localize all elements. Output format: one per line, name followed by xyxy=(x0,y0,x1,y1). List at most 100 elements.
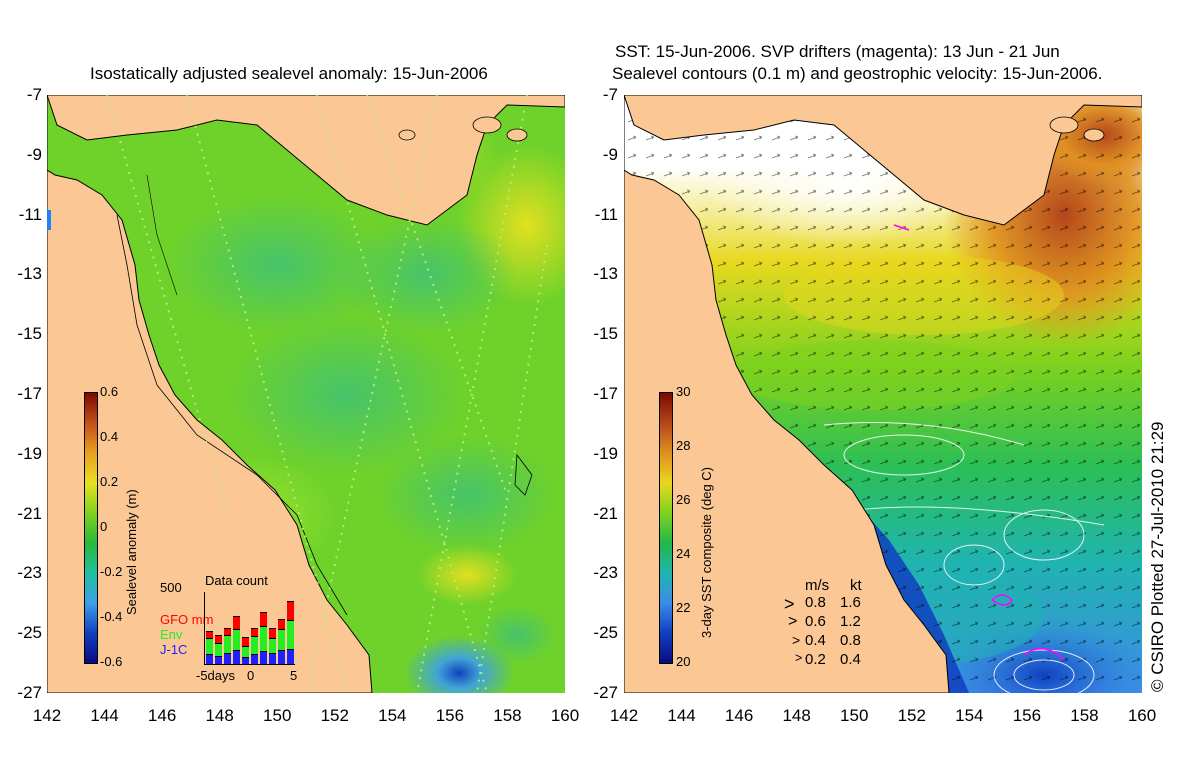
data-count-bar-segment-gfo xyxy=(269,627,276,638)
velocity-legend-arrow: > xyxy=(784,594,795,614)
lat-tick-left: -7 xyxy=(26,85,42,104)
data-count-bar-segment-j1c xyxy=(287,648,294,664)
data-count-bar xyxy=(251,627,258,664)
data-count-bar-segment-env xyxy=(233,628,240,651)
data-count-bar-segment-env xyxy=(206,637,213,655)
velocity-legend-kt: 0.8 xyxy=(840,632,861,649)
lon-tick-right: 142 xyxy=(609,706,639,725)
data-count-bar-segment-env xyxy=(260,626,267,652)
colorbar-tick: -0.4 xyxy=(100,609,123,624)
svp-drifter-tracks xyxy=(893,224,1065,661)
data-count-bar-segment-j1c xyxy=(269,652,276,664)
velocity-legend-kt: 1.6 xyxy=(840,594,861,611)
data-count-bar-segment-gfo xyxy=(251,627,258,637)
data-count-bar-segment-gfo xyxy=(278,619,285,629)
csiro-credit: © CSIRO Plotted 27-Jul-2010 21:29 xyxy=(1148,421,1167,692)
velocity-legend-arrow: > xyxy=(788,613,798,630)
data-count-bar-segment-env xyxy=(287,620,294,649)
data-count-bar-segment-env xyxy=(278,628,285,651)
lat-tick-right: -21 xyxy=(593,503,618,523)
lat-tick-left: -23 xyxy=(17,563,42,583)
velocity-legend-kt: 0.4 xyxy=(840,651,861,668)
colorbar-tick: 30 xyxy=(676,384,691,399)
data-count-bar-segment-gfo xyxy=(287,600,294,621)
lon-tick-right: 160 xyxy=(1127,706,1157,725)
data-count-bar-segment-env xyxy=(242,646,249,658)
sealevel-anomaly-map xyxy=(47,95,565,693)
sealevel-contours xyxy=(823,422,1105,693)
data-count-xtick-mid: 0 xyxy=(247,668,255,683)
data-count-xtick-end: 5 xyxy=(290,668,298,683)
lat-tick-right: -9 xyxy=(602,144,618,164)
lat-tick-right: -13 xyxy=(593,264,618,284)
lon-tick-right: 158 xyxy=(1070,706,1099,725)
lat-tick-left: -17 xyxy=(17,384,42,403)
data-count-bar xyxy=(206,630,213,664)
lat-tick-left: -25 xyxy=(17,623,42,643)
data-count-bar xyxy=(233,616,240,664)
papua-new-guinea-landmass xyxy=(47,95,565,226)
data-count-bar-segment-gfo xyxy=(242,636,249,647)
data-count-bar xyxy=(278,619,285,664)
velocity-legend-header-kt: kt xyxy=(850,577,862,594)
data-count-bar-segment-j1c xyxy=(206,654,213,664)
velocity-legend-ms: 0.6 xyxy=(805,613,826,630)
sst-colorbar xyxy=(659,392,673,664)
colorbar-tick: 0.4 xyxy=(100,429,119,444)
australia-landmass xyxy=(624,95,950,693)
lon-tick-left: 150 xyxy=(263,706,292,725)
lat-tick-left: -13 xyxy=(17,264,42,284)
velocity-legend-ms: 0.2 xyxy=(805,651,826,668)
colorbar-tick: 26 xyxy=(676,492,691,507)
lon-tick-right: 150 xyxy=(840,706,869,725)
lat-tick-left: -11 xyxy=(18,204,42,224)
lat-tick-right: -11 xyxy=(594,204,618,224)
colorbar-tick: 22 xyxy=(676,600,691,615)
data-count-bar-segment-j1c xyxy=(278,650,285,664)
data-count-bar-segment-gfo xyxy=(224,627,231,635)
velocity-legend-arrow: > xyxy=(795,651,803,665)
lat-tick-right: -25 xyxy=(593,623,618,643)
data-count-bar-segment-j1c xyxy=(251,654,258,664)
left-map-title: Isostatically adjusted sealevel anomaly:… xyxy=(90,64,488,83)
colorbar-tick: -0.2 xyxy=(100,564,123,579)
data-count-legend-env: Env xyxy=(160,627,183,642)
data-count-bar-segment-env xyxy=(215,643,222,656)
lon-tick-left: 142 xyxy=(32,706,62,725)
data-count-xtick-start: -5days xyxy=(196,668,236,683)
data-count-bar xyxy=(269,627,276,664)
data-count-ymax: 500 xyxy=(160,580,182,595)
data-count-bar-segment-gfo xyxy=(206,630,213,638)
lon-tick-left: 148 xyxy=(205,706,234,725)
sst-colorbar-label: 3-day SST composite (deg C) xyxy=(699,467,714,638)
data-count-bar-segment-gfo xyxy=(215,635,222,644)
lon-tick-left: 152 xyxy=(320,706,349,725)
lat-tick-left: -15 xyxy=(17,324,42,344)
colorbar-tick: 0.6 xyxy=(100,384,119,399)
data-count-bar-segment-j1c xyxy=(260,651,267,664)
colorbar-tick: 0.2 xyxy=(100,474,119,489)
lon-tick-right: 154 xyxy=(955,706,984,725)
data-count-bar xyxy=(242,636,249,664)
data-count-bar-segment-env xyxy=(224,634,231,653)
lat-tick-right: -17 xyxy=(593,384,618,403)
lat-tick-right: -23 xyxy=(593,563,618,583)
lat-tick-left: -27 xyxy=(17,683,42,702)
lon-tick-left: 156 xyxy=(435,706,465,725)
data-count-bar xyxy=(260,612,267,664)
lat-tick-right: -19 xyxy=(593,443,618,463)
data-count-title: Data count xyxy=(205,573,268,588)
sst-map xyxy=(624,95,1142,693)
data-count-bar-segment-j1c xyxy=(215,655,222,664)
colorbar-tick: 20 xyxy=(676,654,691,669)
lon-tick-right: 144 xyxy=(667,706,696,725)
lat-tick-left: -21 xyxy=(17,503,42,523)
colorbar-tick: -0.6 xyxy=(100,654,123,669)
data-count-bar xyxy=(224,627,231,664)
data-count-legend-j1c: J-1C xyxy=(160,642,188,657)
velocity-legend-arrow: > xyxy=(792,632,801,648)
data-count-bar-segment-gfo xyxy=(233,616,240,629)
lat-tick-right: -7 xyxy=(602,85,618,104)
data-count-bar-segment-env xyxy=(251,636,258,655)
data-count-bar-segment-j1c xyxy=(242,657,249,664)
